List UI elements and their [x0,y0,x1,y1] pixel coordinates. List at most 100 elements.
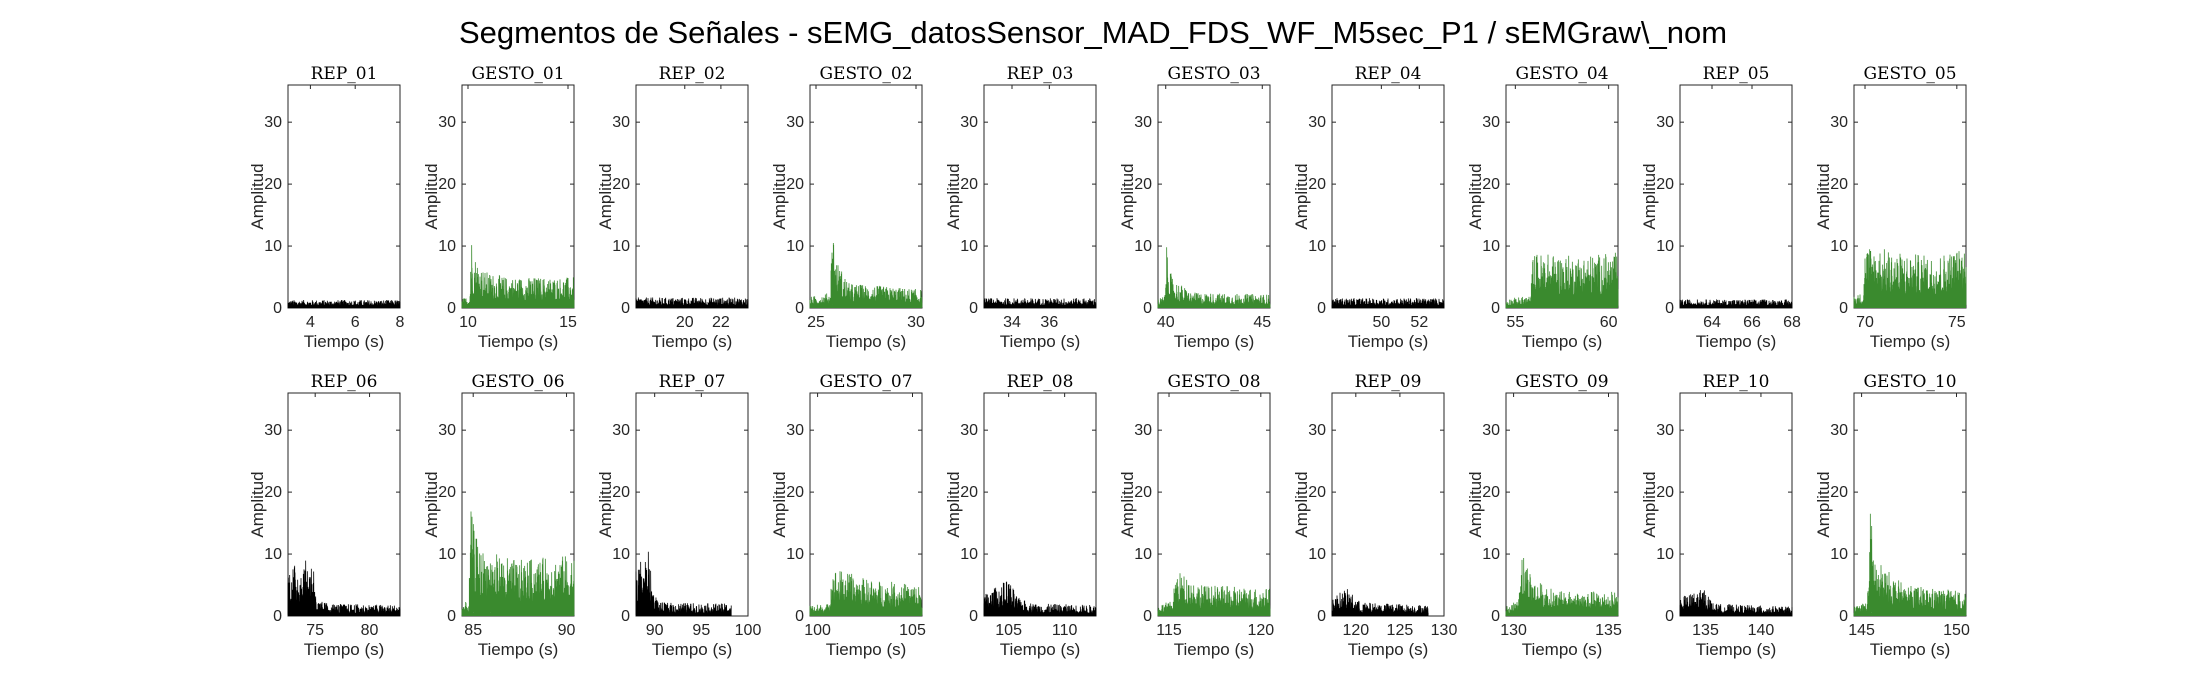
signal-baseline [1506,304,1618,308]
y-tick-label: 0 [447,608,456,625]
axes-box [635,84,749,309]
y-tick-label: 10 [1482,546,1500,563]
y-tick-label: 0 [795,300,804,317]
y-tick-label: 30 [264,114,282,131]
signal-trace [1505,557,1619,617]
x-axis-label: Tiempo (s) [1870,640,1951,659]
signal-baseline [636,304,748,308]
y-tick-label: 20 [1656,484,1674,501]
y-tick-label: 0 [1491,300,1500,317]
y-tick-label: 30 [1308,114,1326,131]
y-axis-label: Amplitud [1640,163,1659,229]
subplot-title: REP_03 [1007,64,1074,84]
x-tick-label: 90 [558,622,576,639]
x-tick-label: 64 [1703,314,1721,331]
x-tick-label: 45 [1253,314,1271,331]
x-axis-label: Tiempo (s) [1696,332,1777,351]
subplot-title: REP_09 [1355,372,1422,392]
y-tick-label: 10 [264,238,282,255]
y-axis-label: Amplitud [1466,471,1485,537]
x-tick-label: 6 [351,314,360,331]
signal-baseline [984,304,1096,308]
x-axis-label: Tiempo (s) [1870,332,1951,351]
signal-baseline [1158,304,1270,308]
y-tick-label: 0 [621,608,630,625]
subplot-title: GESTO_05 [1863,64,1956,84]
x-axis-label: Tiempo (s) [1522,640,1603,659]
x-axis-label: Tiempo (s) [1174,640,1255,659]
signal-baseline [984,612,1096,616]
axes-box [1679,392,1793,617]
x-tick-label: 15 [559,314,577,331]
x-tick-label: 66 [1743,314,1761,331]
x-axis-label: Tiempo (s) [1000,640,1081,659]
y-tick-label: 30 [786,422,804,439]
x-tick-label: 135 [1692,622,1719,639]
subplot-title: REP_08 [1007,372,1074,392]
y-axis-label: Amplitud [1640,471,1659,537]
signal-trace [461,511,575,616]
y-tick-label: 30 [438,422,456,439]
y-tick-label: 30 [1134,422,1152,439]
y-tick-label: 20 [264,176,282,193]
subplot-title: GESTO_01 [471,64,564,84]
y-tick-label: 10 [786,238,804,255]
subplot-title: GESTO_02 [819,64,912,84]
y-tick-label: 30 [1656,422,1674,439]
x-tick-label: 40 [1157,314,1175,331]
y-tick-label: 0 [969,300,978,317]
y-tick-label: 20 [1482,484,1500,501]
x-tick-label: 22 [712,314,730,331]
y-axis-label: Amplitud [1814,163,1833,229]
y-tick-label: 0 [795,608,804,625]
x-axis-label: Tiempo (s) [478,332,559,351]
x-tick-label: 75 [1948,314,1966,331]
axes-box [287,392,401,617]
x-tick-label: 68 [1783,314,1801,331]
signal-baseline [1506,612,1618,616]
axes-box [635,392,749,617]
y-tick-label: 10 [960,546,978,563]
signal-baseline [636,612,732,616]
y-axis-label: Amplitud [944,471,963,537]
subplot-title: GESTO_06 [471,372,564,392]
signal-baseline [1158,612,1270,616]
x-axis-label: Tiempo (s) [304,640,385,659]
y-axis-label: Amplitud [596,471,615,537]
signal-baseline [288,304,400,308]
signal-baseline [1854,304,1966,308]
subplot-title: REP_06 [311,372,378,392]
y-axis-label: Amplitud [1118,163,1137,229]
y-tick-label: 10 [612,546,630,563]
signal-baseline [810,612,922,616]
y-tick-label: 30 [1656,114,1674,131]
y-tick-label: 30 [1482,422,1500,439]
signal-baseline [1854,612,1966,616]
y-tick-label: 30 [1830,422,1848,439]
y-tick-label: 0 [1839,608,1848,625]
axes-box [1157,392,1271,617]
subplot-title: REP_05 [1703,64,1770,84]
x-tick-label: 100 [804,622,831,639]
y-tick-label: 20 [960,484,978,501]
signal-trace [635,551,732,617]
y-axis-label: Amplitud [944,163,963,229]
y-tick-label: 20 [960,176,978,193]
subplot-title: GESTO_04 [1515,64,1608,84]
axes-box [1157,84,1271,309]
signal-baseline [462,612,574,616]
axes-box [809,392,923,617]
subplot-title: REP_07 [659,372,726,392]
y-tick-label: 0 [621,300,630,317]
